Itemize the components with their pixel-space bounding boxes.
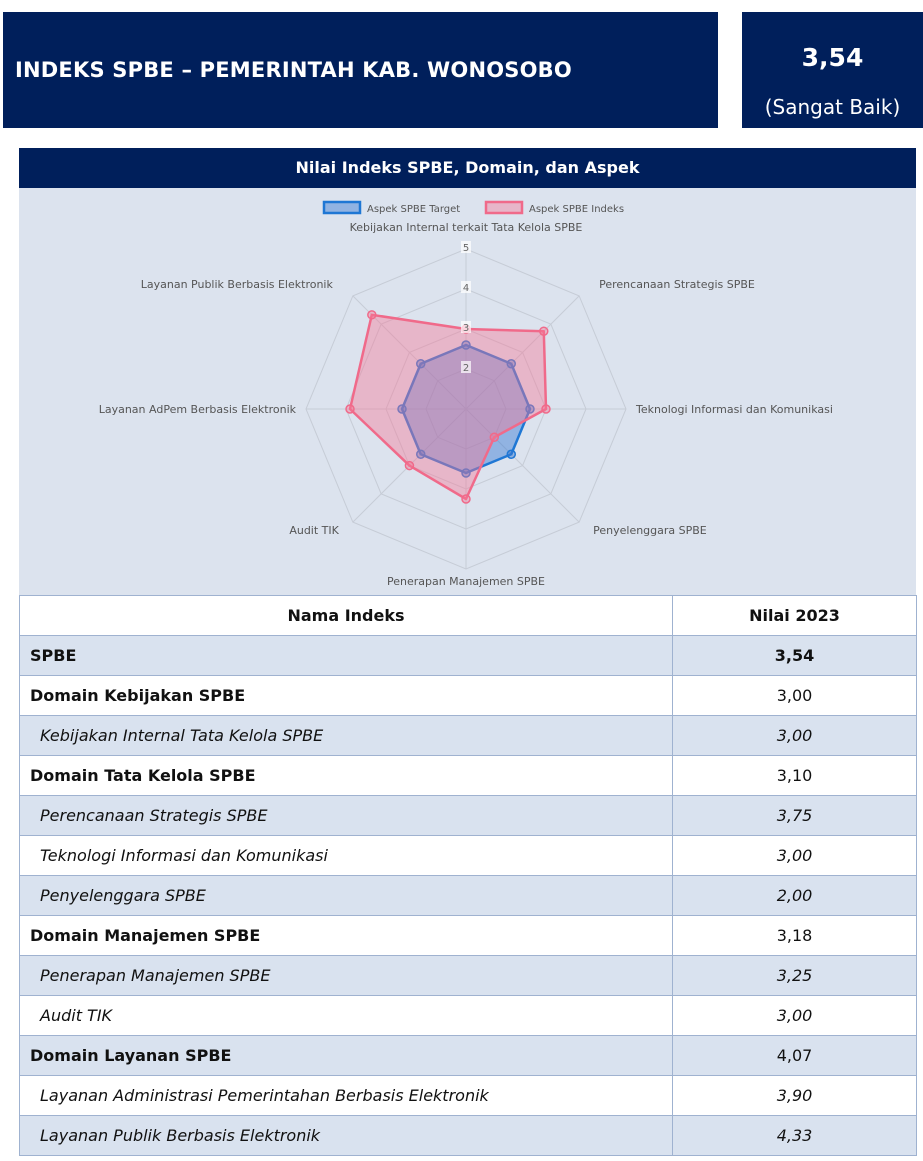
index-name-cell: Audit TIK [19,995,673,1036]
legend-label: Aspek SPBE Indeks [529,204,624,215]
index-table: Nama Indeks Nilai 2023 SPBE 3,54 Domain Ke… [19,595,917,1156]
index-value-cell: 3,00 [672,715,917,756]
tick-label: 4 [463,283,469,294]
score-category: (Sangat Baik) [764,95,901,119]
series-area [348,313,548,501]
data-point [367,310,377,320]
index-name-cell: Kebijakan Internal Tata Kelola SPBE [19,715,673,756]
data-point [397,404,407,414]
legend-label: Aspek SPBE Target [367,204,460,215]
table-row: Domain Kebijakan SPBE 3,00 [19,675,917,716]
tick-label-bg [461,241,471,253]
index-name-cell: Penerapan Manajemen SPBE [19,955,673,996]
index-value-cell: 3,90 [672,1075,917,1116]
tick-label-bg [461,361,471,373]
axis-label: Audit TIK [289,524,339,537]
data-point [525,404,535,414]
axis-label: Teknologi Informasi dan Komunikasi [635,403,833,416]
table-row: Kebijakan Internal Tata Kelola SPBE 3,00 [19,715,917,756]
table-row: Penerapan Manajemen SPBE 3,25 [19,955,917,996]
table-header-row: Nama Indeks Nilai 2023 [19,595,917,636]
tick-label-bg [461,281,471,293]
axis-label: Penerapan Manajemen SPBE [387,575,545,588]
radar-chart-area: 2 3 4 5 Kebijakan Internal terkait Tata Kelo… [19,188,916,595]
index-name-cell: Teknologi Informasi dan Komunikasi [19,835,673,876]
grid-spoke [465,408,580,523]
axis-label: Penyelenggara SPBE [593,524,707,537]
legend-swatch [484,200,524,215]
grid-spoke [465,295,580,410]
index-value-cell: 3,25 [672,955,917,996]
index-name-cell: Domain Manajemen SPBE [19,915,673,956]
data-point [461,340,471,350]
table-row: Domain Tata Kelola SPBE 3,10 [19,755,917,796]
index-table-body: SPBE 3,54 Domain Kebijakan SPBE 3,00 Kebijak… [19,635,917,1156]
page-title: INDEKS SPBE – PEMERINTAH KAB. WONOSOBO [15,58,572,82]
data-point [506,358,517,369]
index-value-cell: 3,54 [672,635,917,676]
data-point [345,404,355,414]
index-value-cell: 3,10 [672,755,917,796]
table-row: Perencanaan Strategis SPBE 3,75 [19,795,917,836]
data-point [461,468,471,478]
index-value-cell: 4,07 [672,1035,917,1076]
page-title-banner: INDEKS SPBE – PEMERINTAH KAB. WONOSOBO [3,12,718,128]
data-point [506,449,517,460]
panel-title: Nilai Indeks SPBE, Domain, dan Aspek [19,148,916,188]
index-name-cell: Layanan Administrasi Pemerintahan Berbas… [19,1075,673,1116]
table-row: Layanan Publik Berbasis Elektronik 4,33 [19,1115,917,1156]
tick-label-bg [461,321,471,333]
tick-label: 2 [463,363,469,374]
radar-chart: 2 3 4 5 Kebijakan Internal terkait Tata Kelo… [99,200,833,588]
data-point [415,449,426,460]
data-point [415,358,426,369]
axis-label: Perencanaan Strategis SPBE [599,278,755,291]
series-area [400,343,532,475]
index-value-cell: 2,00 [672,875,917,916]
data-point [539,326,549,336]
axis-label: Layanan Publik Berbasis Elektronik [141,278,334,291]
index-value-cell: 3,00 [672,995,917,1036]
index-name-cell: Penyelenggara SPBE [19,875,673,916]
index-value-cell: 3,75 [672,795,917,836]
table-row: Teknologi Informasi dan Komunikasi 3,00 [19,835,917,876]
index-name-cell: Perencanaan Strategis SPBE [19,795,673,836]
table-row: Audit TIK 3,00 [19,995,917,1036]
table-row: Penyelenggara SPBE 2,00 [19,875,917,916]
tick-label: 3 [463,323,469,334]
legend-swatch [322,200,362,215]
data-point [461,494,471,504]
index-value-cell: 3,00 [672,675,917,716]
index-name-cell: Domain Kebijakan SPBE [19,675,673,716]
index-name-cell: Domain Layanan SPBE [19,1035,673,1076]
overall-score: 3,54 [801,43,864,72]
index-value-cell: 3,18 [672,915,917,956]
data-point [489,432,500,443]
data-point [541,404,551,414]
index-name-cell: Domain Tata Kelola SPBE [19,755,673,796]
axis-label: Layanan AdPem Berbasis Elektronik [99,403,297,416]
table-row: Domain Layanan SPBE 4,07 [19,1035,917,1076]
axis-label: Kebijakan Internal terkait Tata Kelola S… [350,221,583,234]
index-panel: Nilai Indeks SPBE, Domain, dan Aspek 2 3 4… [19,148,917,1156]
column-header-value: Nilai 2023 [672,595,917,636]
index-name-cell: Layanan Publik Berbasis Elektronik [19,1115,673,1156]
score-box: 3,54 (Sangat Baik) [742,12,923,128]
column-header-name: Nama Indeks [19,595,673,636]
tick-label: 5 [463,243,469,254]
index-name-cell: SPBE [19,635,673,676]
index-value-cell: 4,33 [672,1115,917,1156]
index-value-cell: 3,00 [672,835,917,876]
data-point [404,460,415,471]
table-row: Domain Manajemen SPBE 3,18 [19,915,917,956]
table-row: SPBE 3,54 [19,635,917,676]
table-row: Layanan Administrasi Pemerintahan Berbas… [19,1075,917,1116]
